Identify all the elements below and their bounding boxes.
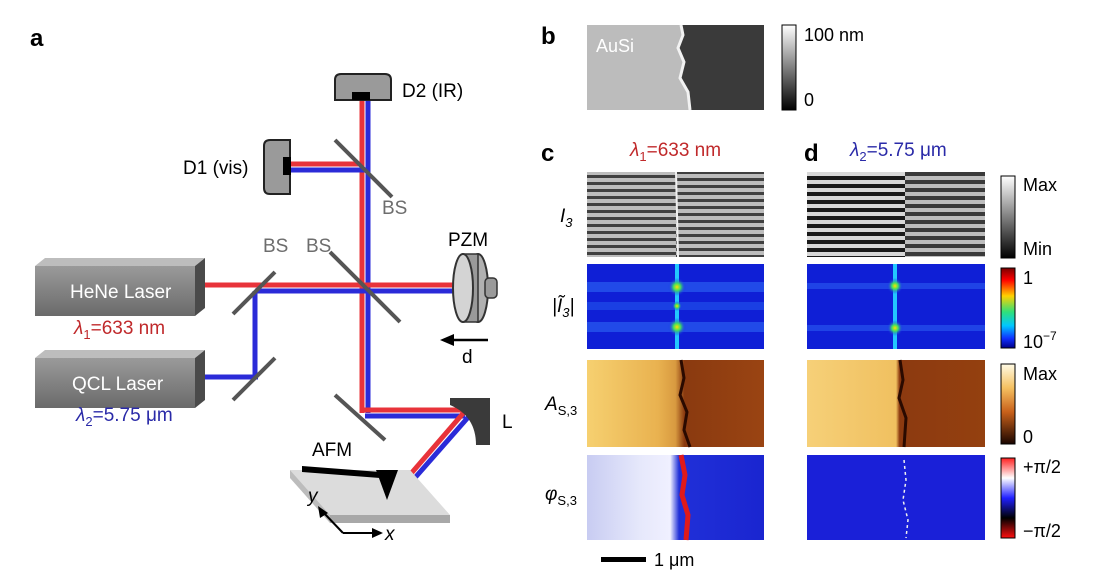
image-d-fourier xyxy=(807,264,985,349)
bs-label-left: BS xyxy=(263,236,288,257)
hene-laser xyxy=(35,258,205,316)
topography-cb-max: 100 nm xyxy=(804,25,864,45)
intensity-colorbar xyxy=(1000,175,1016,259)
fourier-colorbar xyxy=(1000,267,1016,349)
column-d-wavelength: λ2=5.75 μm xyxy=(849,140,947,164)
detector-d2-label: D2 (IR) xyxy=(402,81,463,102)
pzm-arrow-icon xyxy=(440,334,488,346)
image-c-phase xyxy=(587,454,764,541)
hene-wavelength: λ1=633 nm xyxy=(73,318,165,342)
image-d-phase xyxy=(807,455,985,540)
mirror-bottom xyxy=(333,393,387,442)
qcl-laser xyxy=(35,350,205,408)
qcl-wavelength: λ2=5.75 μm xyxy=(75,405,173,429)
axis-x-label: x xyxy=(384,524,396,545)
row-label-i3: I3 xyxy=(560,206,573,230)
detector-d2 xyxy=(334,73,392,101)
image-d-amplitude xyxy=(807,359,985,448)
bs-label-top: BS xyxy=(382,198,407,219)
bs-label-center: BS xyxy=(306,236,331,257)
amplitude-cb-min: 0 xyxy=(1023,427,1033,447)
fourier-cb-max: 1 xyxy=(1023,268,1033,288)
pzm-label: PZM xyxy=(448,230,488,251)
column-c-wavelength: λ1=633 nm xyxy=(629,140,721,164)
lens-label: L xyxy=(502,412,513,433)
topography-image xyxy=(587,24,764,111)
afm-cantilever xyxy=(302,466,398,500)
axis-y-label: y xyxy=(306,486,319,507)
beam-splitter-center xyxy=(328,250,402,324)
phase-cb-min: −π/2 xyxy=(1023,521,1061,541)
amplitude-cb-max: Max xyxy=(1023,364,1057,384)
fourier-cb-min: 10−7 xyxy=(1023,329,1057,352)
detector-d1-label: D1 (vis) xyxy=(183,158,248,179)
topography-cb-min: 0 xyxy=(804,90,814,110)
axis-arrows-icon xyxy=(318,506,383,538)
intensity-cb-max: Max xyxy=(1023,175,1057,195)
mirror-left-upper xyxy=(231,270,277,316)
phase-cb-max: +π/2 xyxy=(1023,457,1061,477)
image-c-amplitude xyxy=(587,359,764,448)
topography-colorbar xyxy=(781,24,797,111)
panel-b-letter: b xyxy=(541,23,556,50)
detector-d1 xyxy=(263,139,291,195)
intensity-cb-min: Min xyxy=(1023,239,1052,259)
row-label-phase: φS,3 xyxy=(545,484,577,508)
hene-laser-label: HeNe Laser xyxy=(70,282,172,303)
afm-label: AFM xyxy=(312,440,352,461)
qcl-laser-label: QCL Laser xyxy=(72,374,164,395)
scale-bar xyxy=(601,557,646,562)
parabolic-mirror xyxy=(450,398,490,445)
panel-c-letter: c xyxy=(541,140,554,167)
beam-paths xyxy=(205,100,473,490)
sample-stage xyxy=(290,470,450,523)
row-label-amplitude: AS,3 xyxy=(544,394,577,418)
amplitude-colorbar xyxy=(1000,363,1016,445)
sample-label: AuSi xyxy=(596,36,634,56)
panel-a-letter: a xyxy=(30,25,44,52)
beam-splitter-top xyxy=(333,138,394,199)
mirror-left-lower xyxy=(231,356,277,402)
image-c-intensity xyxy=(587,171,764,258)
pzm-mirror xyxy=(452,253,498,323)
pzm-displacement-label: d xyxy=(462,347,473,368)
row-label-fourier: |Ĩ3| xyxy=(552,295,574,320)
scale-bar-label: 1 μm xyxy=(654,550,694,570)
phase-colorbar xyxy=(1000,457,1016,539)
panel-d-letter: d xyxy=(804,140,819,167)
image-d-intensity xyxy=(807,172,985,257)
image-c-fourier xyxy=(587,264,764,349)
